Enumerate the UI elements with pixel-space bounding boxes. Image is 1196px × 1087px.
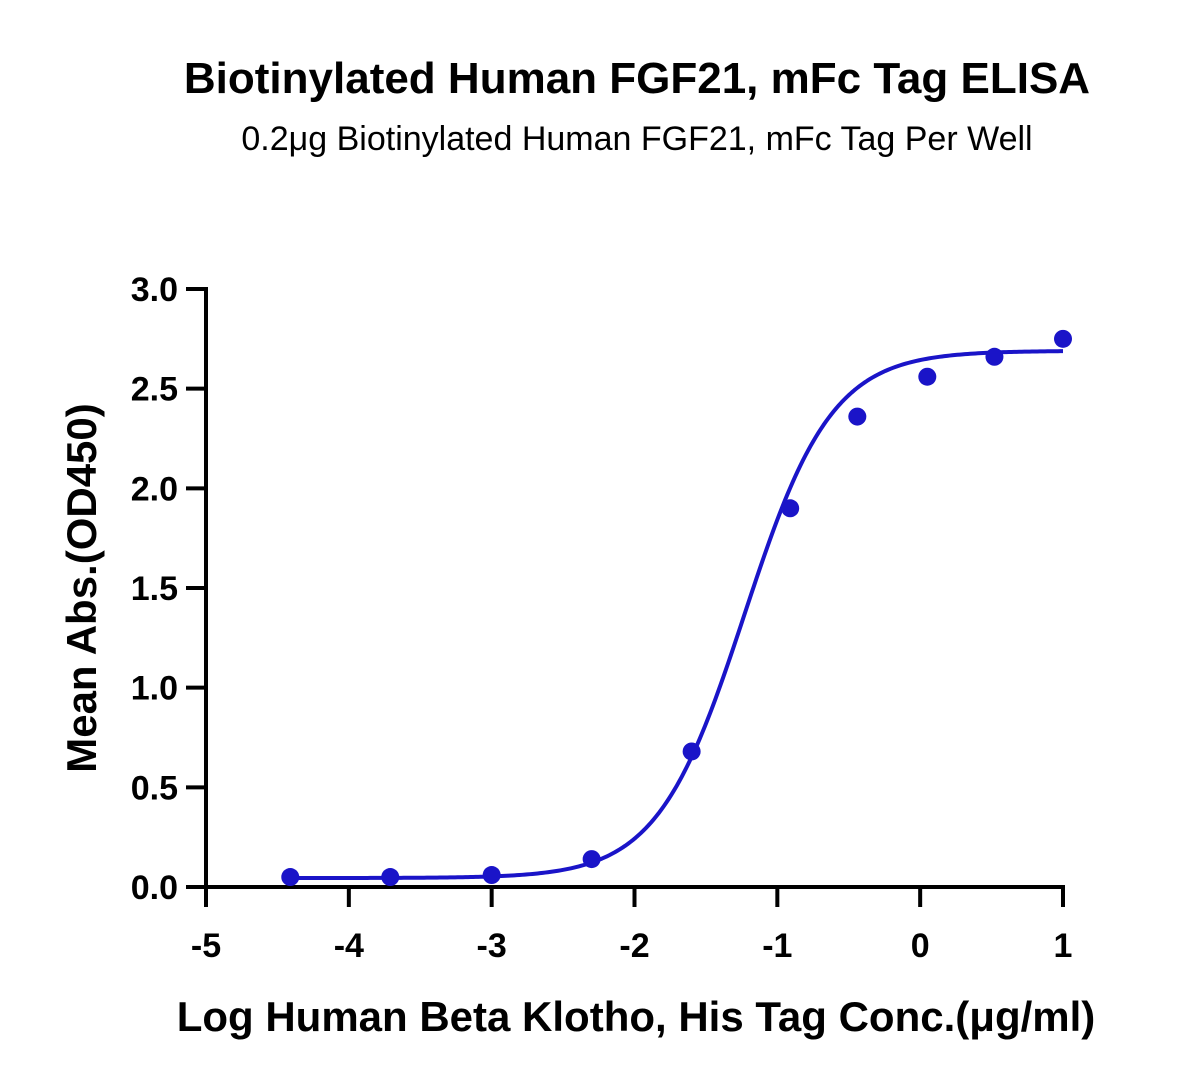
x-tick-label: -4 (334, 927, 364, 965)
data-point (281, 868, 300, 887)
x-tick-label: -2 (619, 927, 649, 965)
x-axis: -5 -4 -3 -2 -1 0 1 (191, 885, 1073, 965)
x-tick-label: -5 (191, 927, 221, 965)
fit-curve-layer (290, 349, 1064, 881)
data-point (682, 742, 701, 761)
data-point (482, 866, 501, 885)
data-point (381, 868, 400, 887)
data-point (781, 499, 800, 518)
y-tick-label: 3.0 (131, 271, 178, 309)
y-tick-label: 2.5 (131, 371, 178, 409)
data-point (918, 367, 937, 386)
data-point (848, 407, 867, 426)
chart-subtitle: 0.2μg Biotinylated Human FGF21, mFc Tag … (241, 120, 1032, 158)
y-tick-label: 0.5 (131, 769, 178, 807)
x-tick-label: -1 (762, 927, 792, 965)
y-tick-label: 1.0 (131, 670, 178, 708)
y-tick-label: 0.0 (131, 869, 178, 907)
fit-curve (290, 349, 1064, 881)
data-point (985, 347, 1004, 366)
y-tick-label: 1.5 (131, 570, 178, 608)
x-tick-label: -3 (477, 927, 507, 965)
data-point (582, 850, 601, 869)
y-axis-label: Mean Abs.(OD450) (58, 403, 105, 773)
y-axis: 0.0 0.5 1.0 1.5 2.0 2.5 3.0 (131, 271, 208, 907)
y-tick-label: 2.0 (131, 470, 178, 508)
x-axis-label: Log Human Beta Klotho, His Tag Conc.(μg/… (177, 993, 1096, 1040)
x-tick-label: 1 (1054, 927, 1073, 965)
x-tick-label: 0 (911, 927, 930, 965)
data-points (281, 329, 1072, 887)
chart-title: Biotinylated Human FGF21, mFc Tag ELISA (184, 54, 1090, 103)
data-point (1054, 329, 1072, 348)
